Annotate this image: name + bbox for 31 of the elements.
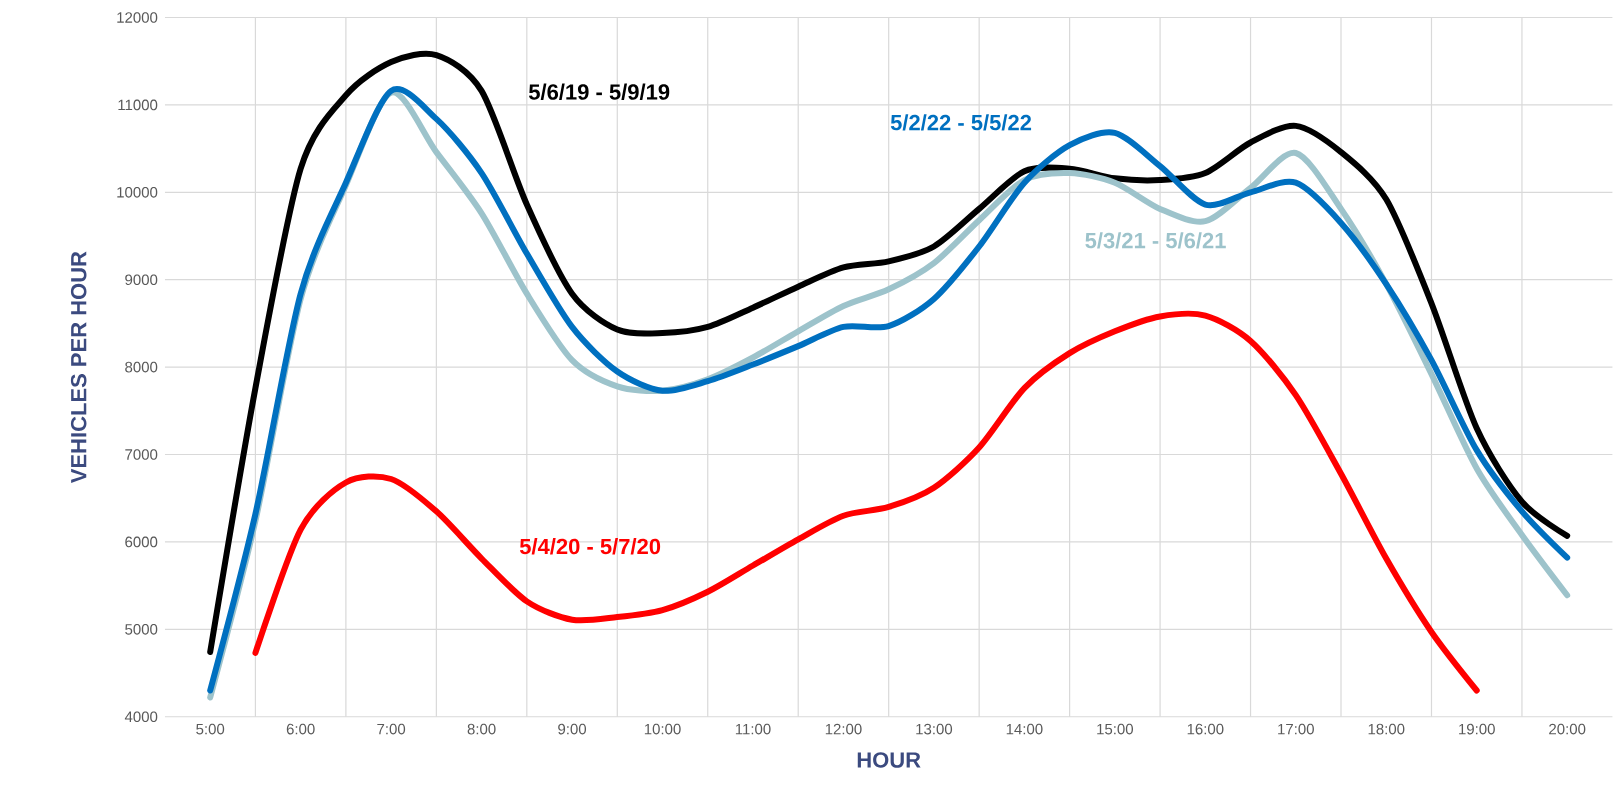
x-tick-label: 12:00: [825, 723, 862, 735]
x-tick-label: 16:00: [1187, 723, 1224, 735]
x-tick-label: 20:00: [1549, 723, 1586, 735]
y-tick-label: 9000: [125, 274, 158, 286]
x-tick-label: 11:00: [735, 723, 771, 735]
x-tick-label: 10:00: [644, 723, 681, 735]
y-tick-label: 7000: [125, 449, 158, 460]
y-tick-label: 5000: [125, 624, 158, 635]
y-tick-label: 6000: [125, 536, 158, 548]
x-tick-label: 6:00: [286, 723, 315, 735]
x-tick-label: 19:00: [1459, 723, 1495, 735]
x-tick-label: 18:00: [1368, 723, 1405, 735]
y-tick-label: 4000: [124, 711, 158, 723]
y-tick-label: 12000: [117, 12, 158, 23]
x-tick-label: 9:00: [558, 723, 587, 735]
x-tick-label: 14:00: [1006, 723, 1043, 735]
series-label: 5/6/19 - 5/9/19: [528, 83, 670, 101]
y-axis-title: VEHICLES PER HOUR: [70, 251, 87, 484]
x-tick-label: 17:00: [1278, 723, 1314, 735]
x-tick-label: 5:00: [196, 723, 225, 735]
series-label: 5/3/21 - 5/6/21: [1085, 232, 1226, 249]
x-tick-label: 8:00: [467, 723, 496, 735]
y-tick-label: 10000: [117, 187, 158, 198]
series-label: 5/2/22 - 5/5/22: [890, 114, 1032, 131]
series-label: 5/4/20 - 5/7/20: [519, 538, 661, 555]
x-tick-label: 15:00: [1097, 723, 1134, 735]
y-tick-label: 8000: [125, 361, 158, 373]
y-tick-label: 11000: [118, 99, 158, 111]
x-tick-label: 7:00: [377, 723, 406, 735]
x-axis-title: HOUR: [857, 752, 921, 768]
x-tick-label: 13:00: [916, 723, 953, 735]
